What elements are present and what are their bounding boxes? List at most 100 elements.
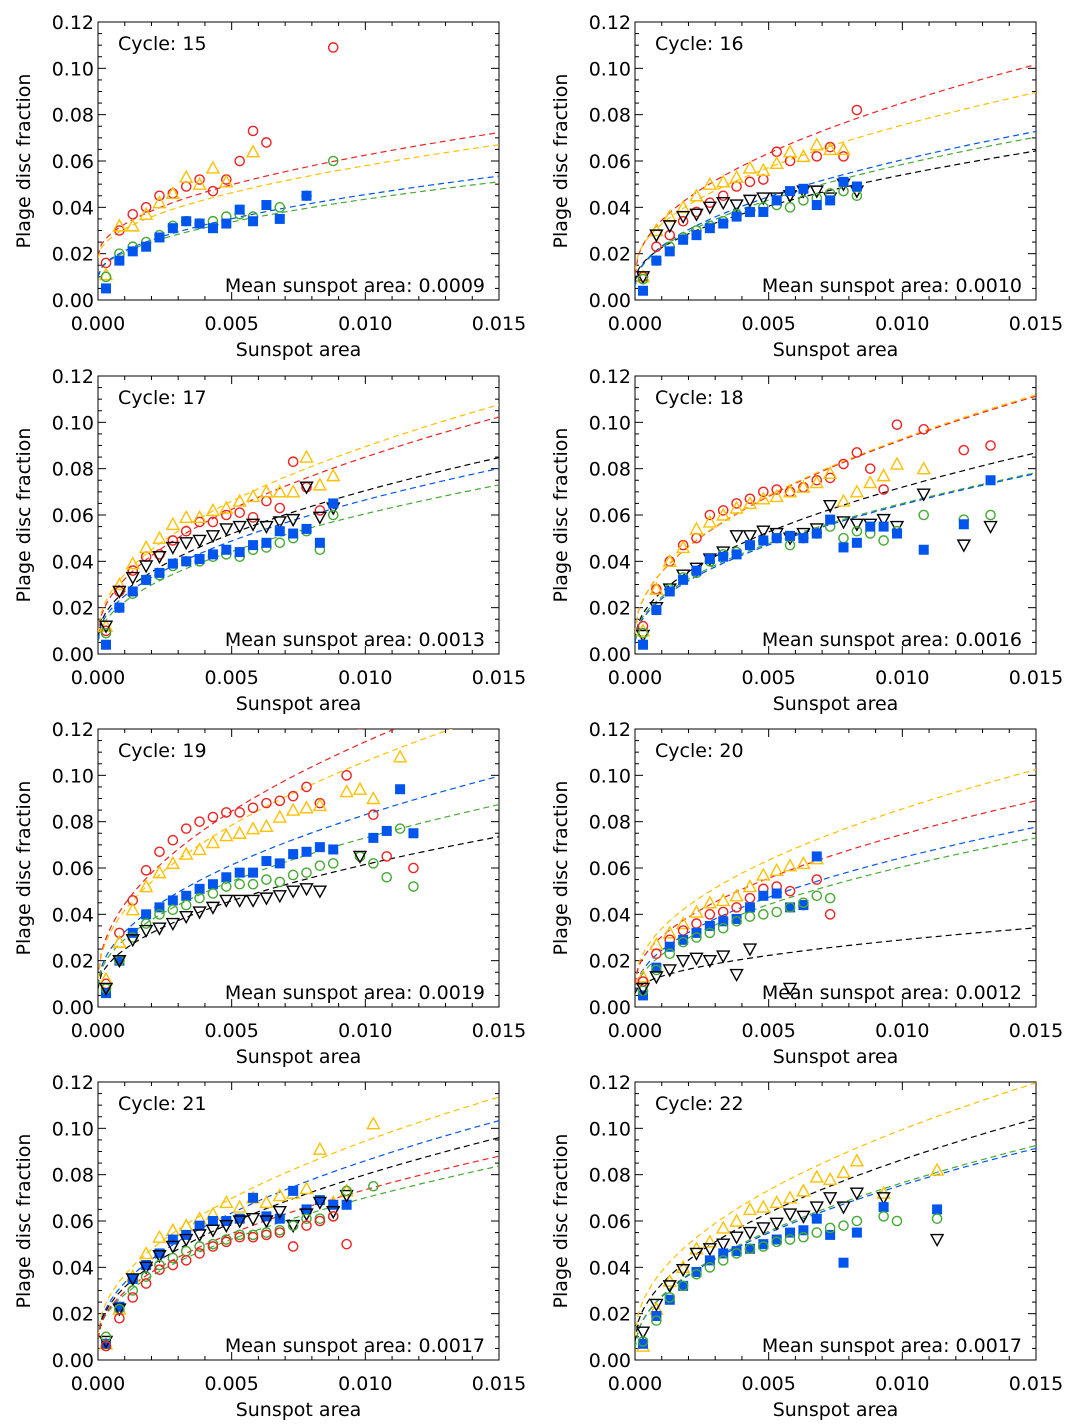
data-point-triangle-up <box>916 461 931 475</box>
cycle-label: Cycle: 17 <box>118 387 207 409</box>
blue-squares-fit-line <box>635 130 1036 287</box>
data-point-triangle-down <box>716 1238 731 1252</box>
cycle-label: Cycle: 15 <box>118 33 207 55</box>
data-point-circle <box>301 1213 312 1224</box>
data-point-square <box>248 216 259 227</box>
black-triangles-series <box>635 1187 945 1340</box>
data-point-triangle-up <box>366 791 381 805</box>
panel-5: 0.00 0.02 0.04 0.06 0.08 0.10 0.12 0.000 0.005 0.… <box>13 719 526 1068</box>
data-point-circle <box>167 535 179 546</box>
data-point-circle <box>851 104 863 116</box>
data-point-circle <box>851 525 863 537</box>
data-point-triangle-up <box>165 516 181 530</box>
data-point-triangle-up <box>769 1195 784 1209</box>
black-triangles-fit-line <box>635 150 1036 282</box>
y-tick-label: 0.02 <box>589 244 631 266</box>
data-point-square <box>798 183 809 194</box>
data-point-circle <box>261 495 272 507</box>
data-point-square <box>301 190 312 201</box>
data-point-triangle-up <box>312 1141 328 1155</box>
data-point-triangle-up <box>662 553 677 568</box>
data-point-circle <box>180 899 192 911</box>
data-point-triangle-down <box>285 885 301 899</box>
data-point-circle <box>287 790 299 802</box>
data-point-circle <box>247 1231 259 1243</box>
data-point-triangle-up <box>796 148 811 163</box>
data-point-triangle-up <box>702 176 718 190</box>
black-triangles-fit-line <box>635 1118 1036 1342</box>
data-point-triangle-down <box>152 922 167 936</box>
data-point-circle <box>824 892 836 904</box>
y-axis-label: Plage disc fraction <box>550 1134 572 1309</box>
data-point-square <box>664 1294 675 1305</box>
data-point-square <box>878 521 889 532</box>
data-point-circle <box>194 816 205 827</box>
data-point-square <box>825 195 836 206</box>
data-point-triangle-up <box>232 1199 247 1213</box>
data-point-triangle-down <box>782 1208 798 1222</box>
y-tick-label: 0.02 <box>52 1304 94 1326</box>
data-point-square <box>825 1229 836 1240</box>
data-point-square <box>771 195 782 206</box>
data-point-triangle-up <box>232 493 247 507</box>
red-circles-series <box>100 456 326 637</box>
data-point-circle <box>798 897 809 909</box>
data-point-triangle-down <box>729 968 744 983</box>
y-tick-label: 0.12 <box>52 12 94 34</box>
data-point-triangle-down <box>675 954 691 969</box>
y-tick-label: 0.12 <box>589 1072 631 1094</box>
data-point-circle <box>717 922 729 934</box>
data-point-square <box>141 1260 152 1271</box>
x-tick-label: 0.000 <box>608 667 662 689</box>
data-point-circle <box>704 509 716 521</box>
data-point-square <box>261 200 272 211</box>
data-point-circle <box>274 202 286 213</box>
data-point-triangle-down <box>649 971 664 985</box>
data-point-triangle-up <box>756 491 771 505</box>
data-point-circle <box>207 516 219 528</box>
data-point-triangle-down <box>729 530 744 544</box>
data-point-circle <box>368 809 379 821</box>
green-circles-fit-line <box>635 1144 1036 1349</box>
data-point-triangle-down <box>675 210 691 225</box>
blue-squares-series <box>101 498 339 650</box>
x-tick-label: 0.000 <box>608 313 662 335</box>
data-point-circle <box>247 512 259 523</box>
x-tick-label: 0.015 <box>1009 1373 1063 1395</box>
black-triangles-series <box>98 1189 354 1349</box>
data-point-triangle-up <box>192 842 207 856</box>
y-tick-label: 0.00 <box>589 997 631 1019</box>
data-point-square <box>274 858 285 869</box>
data-point-circle <box>637 627 649 639</box>
mean-sunspot-annotation: Mean sunspot area: 0.0016 <box>762 629 1022 651</box>
data-point-square <box>638 285 649 296</box>
data-point-square <box>878 1202 889 1213</box>
data-point-circle <box>368 1180 379 1192</box>
red-circles-fit-line <box>98 132 499 257</box>
data-point-circle <box>287 869 299 881</box>
y-tick-label: 0.12 <box>52 719 94 741</box>
data-point-square <box>328 844 339 855</box>
data-point-circle <box>824 1222 836 1234</box>
data-point-circle <box>691 932 702 943</box>
data-point-circle <box>180 181 192 192</box>
data-point-triangle-down <box>245 1212 261 1227</box>
data-point-circle <box>234 878 245 890</box>
data-point-circle <box>194 892 205 904</box>
black-triangles-fit-line <box>98 1137 499 1340</box>
data-point-square <box>167 223 178 234</box>
data-point-square <box>638 639 649 650</box>
data-point-circle <box>274 795 286 807</box>
data-point-square <box>785 1227 796 1238</box>
data-point-triangle-down <box>205 901 221 915</box>
data-point-triangle-up <box>245 144 261 158</box>
data-point-square <box>651 604 662 615</box>
data-point-triangle-up <box>138 879 154 893</box>
data-point-triangle-down <box>98 620 114 634</box>
data-point-triangle-up <box>782 144 798 158</box>
data-point-circle <box>301 1220 312 1231</box>
data-point-circle <box>985 509 996 521</box>
yellow-triangles-fit-line <box>635 92 1036 271</box>
data-point-triangle-up <box>138 206 154 220</box>
x-tick-label: 0.005 <box>741 667 795 689</box>
